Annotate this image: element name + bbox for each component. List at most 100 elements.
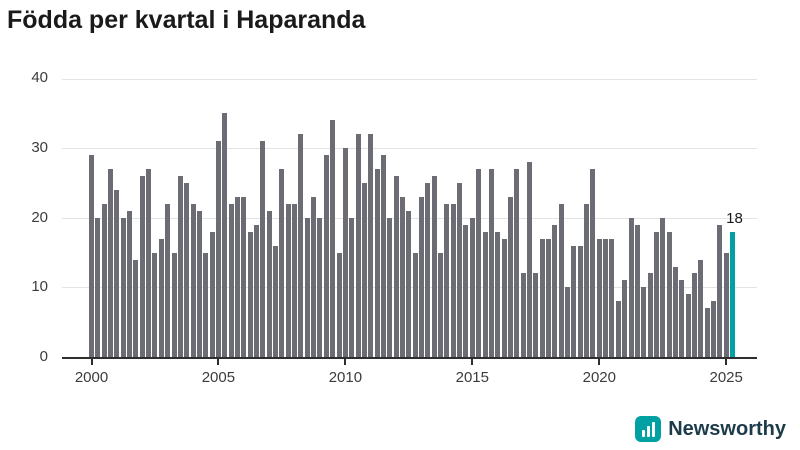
x-axis-label-2010: 2010: [328, 369, 363, 386]
bar: [514, 169, 520, 357]
bar: [666, 231, 672, 357]
bar: [463, 224, 469, 357]
last-value-label: 18: [726, 209, 743, 227]
bar: [501, 238, 507, 357]
bar: [723, 252, 729, 357]
y-axis-label-0: 0: [39, 348, 48, 365]
bar: [539, 238, 545, 357]
bar: [247, 231, 253, 357]
chart-title: Födda per kvartal i Haparanda: [7, 6, 366, 34]
bar: [660, 217, 666, 357]
x-axis-line: [62, 357, 757, 359]
bar: [209, 231, 215, 357]
bar: [558, 203, 564, 357]
bar: [584, 203, 590, 357]
y-axis-label-40: 40: [31, 69, 48, 87]
x-tick-2000: [90, 359, 93, 365]
bar: [171, 252, 177, 357]
bar: [469, 217, 475, 357]
bar: [698, 259, 704, 357]
bar: [634, 224, 640, 357]
bar: [127, 210, 133, 357]
bar: [704, 308, 710, 357]
bar: [368, 134, 374, 357]
bar: [552, 224, 558, 357]
bar: [177, 176, 183, 357]
bar-highlighted: [730, 231, 736, 357]
x-axis-label-2020: 2020: [582, 369, 616, 386]
bar: [533, 273, 539, 357]
bar: [266, 210, 272, 357]
bar: [653, 231, 659, 357]
bar: [114, 189, 120, 357]
bar: [431, 176, 437, 357]
bar: [412, 252, 418, 357]
bar: [609, 238, 615, 357]
bar: [285, 203, 291, 357]
x-tick-2015: [471, 359, 474, 365]
bar: [355, 134, 361, 357]
bar: [717, 224, 723, 357]
bar: [387, 217, 393, 357]
bar: [685, 294, 691, 357]
bar: [133, 259, 139, 357]
bar: [222, 113, 228, 357]
bar: [342, 148, 348, 357]
bar: [349, 217, 355, 357]
y-axis-label-20: 20: [31, 208, 48, 226]
bar: [488, 169, 494, 357]
x-tick-2005: [217, 359, 220, 365]
bar: [444, 203, 450, 357]
bar: [647, 273, 653, 357]
bar: [152, 252, 158, 357]
bar: [679, 280, 685, 357]
bar: [622, 280, 628, 357]
bar: [311, 196, 317, 357]
bar: [380, 155, 386, 357]
bar: [495, 231, 501, 357]
bar: [711, 301, 716, 357]
x-axis-label-2015: 2015: [455, 369, 489, 386]
bar: [374, 169, 380, 357]
bar: [596, 238, 602, 357]
bar: [215, 141, 221, 357]
bar: [190, 203, 196, 357]
bar: [120, 217, 126, 357]
bar: [590, 169, 596, 357]
bar: [425, 182, 431, 357]
bar: [336, 252, 342, 357]
bar: [615, 301, 621, 357]
bar: [146, 169, 152, 357]
newsworthy-branding: Newsworthy: [635, 416, 786, 442]
bar: [196, 210, 202, 357]
bar: [304, 217, 310, 357]
bar: [273, 245, 279, 357]
bar: [108, 169, 114, 357]
gridline-40: [62, 78, 757, 80]
bar: [254, 224, 260, 357]
bar: [419, 196, 425, 357]
bar: [260, 141, 266, 357]
bar: [393, 176, 399, 357]
bar: [641, 287, 647, 357]
bar: [323, 155, 329, 357]
bar: [577, 245, 583, 357]
bar: [89, 155, 94, 357]
bar: [95, 217, 101, 357]
bar: [400, 196, 405, 357]
bar: [317, 217, 323, 357]
bar: [292, 203, 298, 357]
bar: [241, 196, 247, 357]
x-tick-2010: [344, 359, 347, 365]
x-tick-2020: [598, 359, 601, 365]
bar: [507, 196, 513, 357]
bar: [450, 203, 456, 357]
bar: [184, 182, 190, 357]
bar: [139, 176, 145, 357]
bar: [158, 238, 164, 357]
bar: [101, 203, 107, 357]
bar: [457, 182, 463, 357]
bar: [545, 238, 551, 357]
bar: [228, 203, 234, 357]
